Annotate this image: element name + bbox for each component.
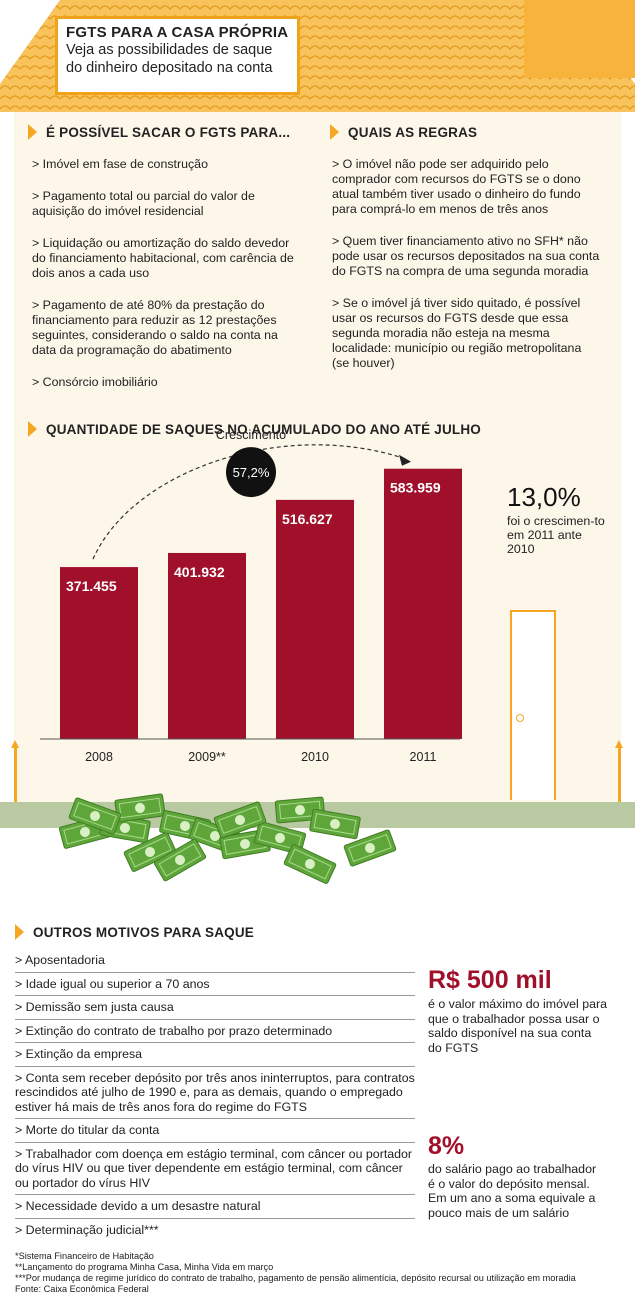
list-item: > Se o imóvel já tiver sido quitado, é p…	[332, 296, 582, 370]
chimney	[524, 0, 635, 78]
list-item: > Pagamento total ou parcial do valor de…	[32, 189, 255, 218]
list-item: > Extinção do contrato de trabalho por p…	[15, 1023, 415, 1043]
right-post	[618, 748, 621, 802]
right-post-tip	[615, 740, 623, 748]
sacar-heading: É POSSÍVEL SACAR O FGTS PARA...	[28, 124, 290, 140]
money-bill-icon	[309, 808, 361, 840]
money-bill-icon	[68, 797, 122, 835]
list-item: > Liquidação ou amortização do saldo dev…	[32, 236, 294, 280]
chart-heading: QUANTIDADE DE SAQUES NO ACUMULADO DO ANO…	[28, 421, 481, 437]
money-bill-icon	[123, 832, 177, 872]
money-bill-icon	[283, 844, 337, 884]
list-item: > Idade igual ou superior a 70 anos	[15, 976, 415, 996]
list-item: > Demissão sem justa causa	[15, 999, 415, 1020]
list-item: > Extinção da empresa	[15, 1046, 415, 1067]
list-item: > O imóvel não pode ser adquirido pelo c…	[332, 157, 581, 216]
money-bill-icon	[114, 793, 166, 823]
money-bill-icon	[213, 801, 267, 839]
footnote: *Sistema Financeiro de Habitação	[15, 1251, 154, 1261]
list-item: > Aposentadoria	[15, 952, 415, 973]
page-title: FGTS PARA A CASA PRÓPRIA	[66, 24, 289, 41]
stat-value-1: R$ 500 mil	[428, 966, 552, 994]
footnote: Fonte: Caixa Econômica Federal	[15, 1284, 149, 1294]
motivos-heading: OUTROS MOTIVOS PARA SAQUE	[15, 924, 254, 940]
arrow-icon	[28, 124, 37, 140]
title-box: FGTS PARA A CASA PRÓPRIA Veja as possibi…	[55, 16, 300, 95]
subtitle-line: do dinheiro depositado na conta	[66, 60, 273, 76]
stat-value-2: 8%	[428, 1132, 465, 1160]
door-knob-icon	[516, 714, 524, 722]
regras-heading-text: QUAIS AS REGRAS	[348, 124, 478, 140]
list-item: > Morte do titular da conta	[15, 1122, 415, 1143]
list-item: > Necessidade devido a um desastre natur…	[15, 1198, 415, 1219]
door	[510, 610, 556, 800]
subtitle-line: Veja as possibilidades de saque	[66, 42, 273, 58]
sacar-list: > Imóvel em fase de construção > Pagamen…	[32, 157, 297, 407]
stat-desc-1: é o valor máximo do imóvel para que o tr…	[428, 997, 608, 1055]
arrow-icon	[15, 924, 24, 940]
sacar-heading-text: É POSSÍVEL SACAR O FGTS PARA...	[46, 124, 291, 140]
motivos-heading-text: OUTROS MOTIVOS PARA SAQUE	[33, 924, 255, 940]
growth-highlight-desc: foi o crescimen-to em 2011 ante 2010	[507, 514, 605, 556]
list-item: > Determinação judicial***	[15, 1222, 159, 1237]
chart-title: QUANTIDADE DE SAQUES NO ACUMULADO DO ANO…	[46, 421, 482, 437]
list-item: > Trabalhador com doença em estágio term…	[15, 1146, 415, 1195]
money-bills-icon	[58, 793, 397, 884]
list-item: > Imóvel em fase de construção	[32, 157, 208, 171]
arrow-icon	[28, 421, 37, 437]
left-post	[14, 748, 17, 802]
list-item: > Quem tiver financiamento ativo no SFH*…	[332, 234, 600, 278]
growth-highlight-value: 13,0%	[507, 482, 581, 512]
money-bill-icon	[153, 838, 207, 882]
motivos-list: > Aposentadoria > Idade igual ou superio…	[15, 952, 415, 1244]
list-item: > Consórcio imobiliário	[32, 375, 158, 389]
money-bill-icon	[343, 829, 397, 867]
list-item: > Conta sem receber depósito por três an…	[15, 1070, 415, 1119]
regras-list: > O imóvel não pode ser adquirido pelo c…	[332, 157, 600, 388]
stat-desc-2: do salário pago ao trabalhador é o valor…	[428, 1162, 597, 1220]
regras-heading: QUAIS AS REGRAS	[330, 124, 477, 140]
left-post-tip	[11, 740, 19, 748]
footnote: **Lançamento do programa Minha Casa, Min…	[15, 1262, 274, 1272]
arrow-icon	[330, 124, 339, 140]
footnotes: *Sistema Financeiro de Habitação **Lança…	[15, 1251, 576, 1295]
list-item: > Pagamento de até 80% da prestação do f…	[32, 298, 278, 357]
footnote: ***Por mudança de regime jurídico do con…	[15, 1273, 576, 1283]
page-subtitle: Veja as possibilidades de saque do dinhe…	[66, 41, 289, 77]
